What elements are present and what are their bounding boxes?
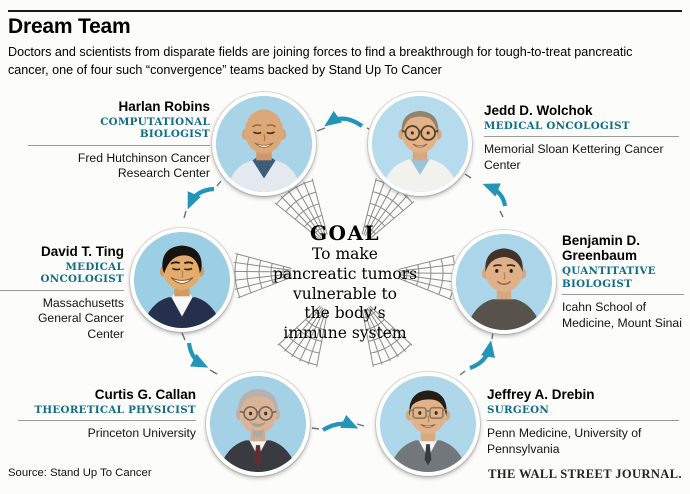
person-name: Jedd D. Wolchok <box>484 103 593 118</box>
person-name: Curtis G. Callan <box>94 387 196 402</box>
person-role: MEDICAL ONCOLOGIST <box>40 261 124 286</box>
person-role: QUANTITATIVE BIOLOGIST <box>562 265 656 290</box>
divider <box>562 293 684 295</box>
person-info-david-ting: David T. Ting MEDICAL ONCOLOGIST Massach… <box>0 244 124 343</box>
person-role: SURGEON <box>487 404 550 417</box>
person-org: Massachusetts General Cancer Center <box>37 295 124 342</box>
person-info-jedd-wolchok: Jedd D. Wolchok MEDICAL ONCOLOGIST Memor… <box>484 103 679 174</box>
divider <box>487 420 679 422</box>
curtis-callan-photo <box>206 372 310 476</box>
benjamin-greenbaum-photo <box>452 230 556 334</box>
arrow-icon-right-top <box>482 183 508 207</box>
person-org: Icahn School of Medicine, Mount Sinai <box>562 299 682 330</box>
person-name: Jeffrey A. Drebin <box>487 387 595 402</box>
arrow-icon-left-down <box>187 186 215 210</box>
jedd-wolchok-photo <box>368 92 472 196</box>
page-title: Dream Team <box>8 15 131 38</box>
source-note: Source: Stand Up To Cancer <box>8 467 152 479</box>
person-info-jeffrey-drebin: Jeffrey A. Drebin SURGEON Penn Medicine,… <box>487 387 679 458</box>
goal-line: pancreatic tumors <box>272 264 418 283</box>
goal-block: GOAL To make pancreatic tumors vulnerabl… <box>250 221 440 344</box>
david-ting-photo <box>130 228 234 332</box>
top-rule <box>8 10 682 12</box>
harlan-robins-photo <box>212 92 316 196</box>
person-role: COMPUTATIONAL BIOLOGIST <box>100 116 210 141</box>
divider <box>28 144 210 146</box>
divider <box>484 136 679 138</box>
person-info-benjamin-greenbaum: Benjamin D. Greenbaum QUANTITATIVE BIOLO… <box>562 233 684 331</box>
arrow-icon-right-up <box>469 340 495 370</box>
person-role: THEORETICAL PHYSICIST <box>34 404 196 417</box>
person-name: David T. Ting <box>40 244 124 259</box>
wsj-logo: THE WALL STREET JOURNAL. <box>488 467 682 481</box>
person-role: MEDICAL ONCOLOGIST <box>484 120 630 133</box>
person-org: Memorial Sloan Kettering Cancer Center <box>484 142 664 173</box>
arrow-icon-top-left <box>324 110 364 128</box>
person-org: Princeton University <box>87 426 196 441</box>
person-org: Fred Hutchinson Cancer Research Center <box>77 150 210 181</box>
person-info-curtis-callan: Curtis G. Callan THEORETICAL PHYSICIST P… <box>18 387 196 442</box>
arrow-icon-bottom-right <box>321 414 359 432</box>
goal-line: vulnerable to <box>292 284 398 303</box>
person-name: Harlan Robins <box>118 99 210 114</box>
goal-line: immune system <box>283 324 407 343</box>
goal-heading: GOAL <box>309 221 381 245</box>
goal-line: the body’s <box>304 304 386 323</box>
person-name: Benjamin D. Greenbaum <box>562 233 641 264</box>
person-info-harlan-robins: Harlan Robins COMPUTATIONAL BIOLOGIST Fr… <box>28 99 210 182</box>
jeffrey-drebin-photo <box>376 372 480 476</box>
person-org: Penn Medicine, University of Pennsylvani… <box>487 426 642 457</box>
cycle-arrows <box>181 110 508 432</box>
arrow-icon-left-bottom <box>186 342 209 368</box>
divider <box>0 289 124 291</box>
goal-line: To make <box>312 245 378 263</box>
page-subtitle: Doctors and scientists from disparate fi… <box>8 45 633 77</box>
divider <box>18 420 196 422</box>
